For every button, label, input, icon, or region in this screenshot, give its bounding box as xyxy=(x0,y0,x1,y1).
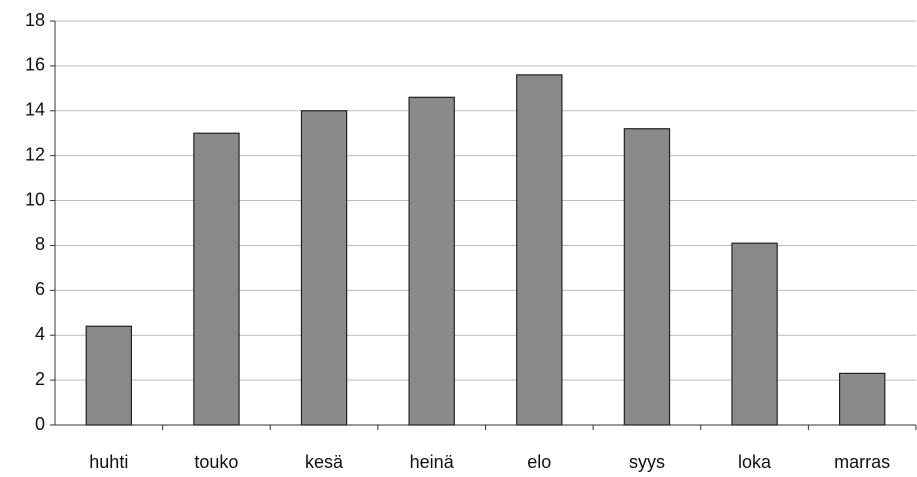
bar xyxy=(193,132,240,426)
y-tick-label: 16 xyxy=(25,55,45,75)
bar xyxy=(300,110,348,426)
bar xyxy=(85,325,133,426)
y-tick-label: 8 xyxy=(35,234,45,254)
x-tick-label: marras xyxy=(834,452,890,472)
x-tick-label: elo xyxy=(527,452,551,472)
x-tick-label: syys xyxy=(629,452,665,472)
x-tick-label: huhti xyxy=(89,452,128,472)
x-tick-label: touko xyxy=(194,452,238,472)
y-tick-label: 12 xyxy=(25,144,45,164)
y-tick-label: 2 xyxy=(35,369,45,389)
bar xyxy=(623,128,671,426)
bar xyxy=(408,96,455,426)
y-tick-label: 18 xyxy=(25,10,45,30)
y-tick-label: 6 xyxy=(35,279,45,299)
y-tick-label: 14 xyxy=(25,100,45,120)
y-tick-label: 4 xyxy=(35,324,45,344)
bar xyxy=(516,74,563,426)
bar xyxy=(731,242,778,426)
y-tick-label: 0 xyxy=(35,414,45,434)
bar xyxy=(838,372,886,426)
x-tick-label: heinä xyxy=(410,452,455,472)
x-tick-label: kesä xyxy=(305,452,344,472)
x-tick-label: loka xyxy=(738,452,772,472)
y-tick-label: 10 xyxy=(25,189,45,209)
